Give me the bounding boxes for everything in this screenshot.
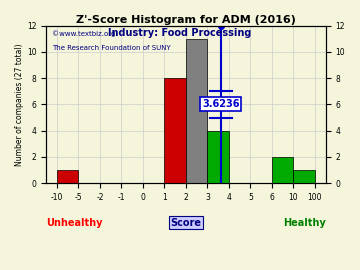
Title: Z'-Score Histogram for ADM (2016): Z'-Score Histogram for ADM (2016): [76, 15, 296, 25]
Text: Unhealthy: Unhealthy: [46, 218, 103, 228]
Bar: [186, 39, 207, 183]
Bar: [272, 157, 293, 183]
Text: Healthy: Healthy: [283, 218, 326, 228]
Text: Score: Score: [170, 218, 201, 228]
Text: ©www.textbiz.org: ©www.textbiz.org: [52, 31, 115, 37]
Bar: [165, 78, 186, 183]
Text: 3.6236: 3.6236: [202, 99, 239, 109]
Text: Industry: Food Processing: Industry: Food Processing: [108, 28, 252, 38]
Bar: [57, 170, 78, 183]
Y-axis label: Number of companies (27 total): Number of companies (27 total): [15, 43, 24, 166]
Bar: [207, 131, 229, 183]
Text: The Research Foundation of SUNY: The Research Foundation of SUNY: [52, 45, 171, 51]
Bar: [293, 170, 315, 183]
